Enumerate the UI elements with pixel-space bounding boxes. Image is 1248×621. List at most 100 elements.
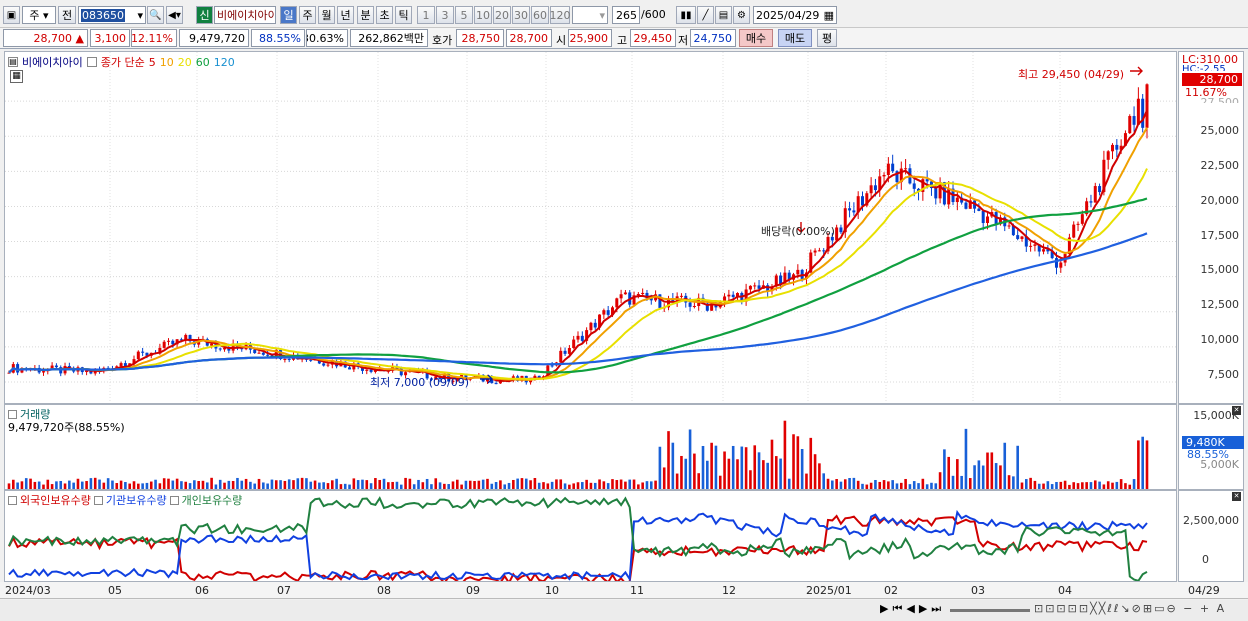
code-input[interactable]: 083650 ▾ (78, 6, 146, 24)
volume-bar (309, 481, 313, 489)
gear-icon[interactable]: ⚙ (733, 6, 750, 24)
candle (348, 367, 352, 370)
candle (119, 363, 123, 367)
period-month-tab[interactable]: 월 (318, 6, 335, 24)
period-prefix-button[interactable]: 전 (58, 6, 76, 24)
price-pane[interactable]: ▤ 비에이치아이 종가 단순 5 10 20 60 120 ▦ 최고 29,45… (4, 51, 1177, 404)
volume-bar (7, 483, 11, 489)
price-change-pct: +12.11% (131, 29, 177, 47)
speaker-icon[interactable]: ◀▾ (166, 6, 183, 24)
period-day-tab[interactable]: 일 (280, 6, 297, 24)
candle (1029, 245, 1033, 247)
interval-10[interactable]: 10 (474, 6, 492, 24)
volume-bar (330, 480, 334, 489)
price-chart[interactable] (5, 52, 1176, 403)
holding-legend-icon-3[interactable] (169, 495, 179, 505)
holding-legend-icon-1[interactable] (8, 495, 17, 505)
window-menu-icon[interactable]: ▣ (3, 6, 20, 24)
volume-bar (244, 478, 248, 489)
volume-bar (826, 478, 830, 489)
candle (85, 370, 89, 373)
period-tick-tab[interactable]: 틱 (395, 6, 412, 24)
volume-bar (891, 480, 894, 489)
volume-bar (507, 482, 511, 489)
drawing-tools[interactable]: ⊡⊡⊡⊡⊡╳╳ℓℓ↘⊘⊞▭⊖ − + A (1034, 602, 1227, 615)
volume-bar (516, 478, 519, 489)
volume-bar (641, 482, 644, 489)
candle (869, 185, 873, 194)
candle (865, 193, 869, 206)
volume-bar (468, 480, 472, 489)
zoom-slider[interactable] (950, 609, 1030, 612)
holding-chart[interactable] (5, 491, 1176, 581)
volume-bar (447, 484, 450, 489)
vol-ytick: 5,000K (1200, 458, 1239, 471)
interval-3[interactable]: 3 (436, 6, 454, 24)
volume-bar (417, 479, 420, 489)
period-second-tab[interactable]: 초 (376, 6, 393, 24)
period-year-tab[interactable]: 년 (337, 6, 354, 24)
pane-close-icon[interactable]: ✕ (1232, 406, 1241, 415)
draw-tool-icon[interactable]: ╱ (697, 6, 714, 24)
candle-type-icon[interactable]: ▮▮ (676, 6, 696, 24)
save-icon[interactable]: ▤ (715, 6, 732, 24)
volume-bar (1063, 480, 1067, 489)
candle (835, 227, 839, 241)
volume-bar (236, 477, 239, 489)
volume-value: 9,479,720주(88.55%) (8, 421, 125, 434)
period-week-tab[interactable]: 주 (299, 6, 316, 24)
volume-bar (404, 477, 407, 489)
candle (938, 182, 942, 199)
holding-legend-icon-2[interactable] (93, 495, 103, 505)
volume-pane[interactable]: 거래량 9,479,720주(88.55%) (4, 404, 1177, 490)
interval-1[interactable]: 1 (417, 6, 435, 24)
volume-bar (1068, 484, 1071, 489)
volume-bar (675, 473, 679, 489)
volume-bar (865, 484, 869, 489)
sell-button[interactable]: 매도 (778, 29, 812, 47)
volume-bar (106, 478, 110, 489)
candle (692, 305, 696, 307)
interval-20[interactable]: 20 (493, 6, 511, 24)
holding-pane[interactable]: 외국인보유수량 기관보유수량 개인보유수량 (4, 490, 1177, 582)
date-input[interactable]: 2025/04/29 ▦ (753, 6, 837, 24)
volume-bar (98, 479, 101, 489)
x-label: 04 (1058, 584, 1072, 597)
interval-select[interactable]: ▾ (572, 6, 608, 24)
interval-5[interactable]: 5 (455, 6, 473, 24)
volume-bar (1042, 483, 1045, 489)
legend-box-icon[interactable]: ▤ (8, 57, 18, 67)
candle (856, 196, 860, 213)
volume-bar (93, 477, 97, 489)
interval-120[interactable]: 120 (550, 6, 571, 24)
volume-bar (42, 484, 45, 489)
search-icon[interactable]: 🔍 (147, 6, 164, 24)
candle (572, 339, 576, 349)
period-minute-tab[interactable]: 분 (357, 6, 374, 24)
volume-chart[interactable] (5, 405, 1176, 489)
avg-button[interactable]: 평 (817, 29, 837, 47)
interval-30[interactable]: 30 (512, 6, 530, 24)
interval-60[interactable]: 60 (531, 6, 549, 24)
buy-button[interactable]: 매수 (739, 29, 773, 47)
x-label: 2025/01 (806, 584, 852, 597)
volume-bar (1098, 481, 1101, 489)
institution-line (8, 509, 1148, 581)
grid-toggle-icon[interactable]: ▦ (10, 70, 23, 83)
volume-bar (59, 480, 63, 489)
market-select[interactable]: 주 ▾ (22, 6, 56, 24)
market-value: 주 (29, 9, 40, 22)
count-input[interactable]: 265 (612, 6, 640, 24)
pane-close-icon[interactable]: ✕ (1232, 492, 1241, 501)
scroll-buttons[interactable]: ▶⏮◀▶⏭ (880, 602, 946, 615)
volume-bar (193, 480, 196, 489)
volume-bar (80, 481, 84, 489)
volume-bar (693, 453, 696, 489)
volume-bar (537, 482, 541, 489)
x-label: 06 (195, 584, 209, 597)
volume-title: 거래량 (20, 408, 51, 421)
legend-ma-icon[interactable] (86, 57, 97, 67)
calendar-icon[interactable]: ▦ (823, 8, 834, 22)
volume-bar (917, 483, 920, 489)
volume-legend-icon[interactable] (8, 409, 17, 419)
